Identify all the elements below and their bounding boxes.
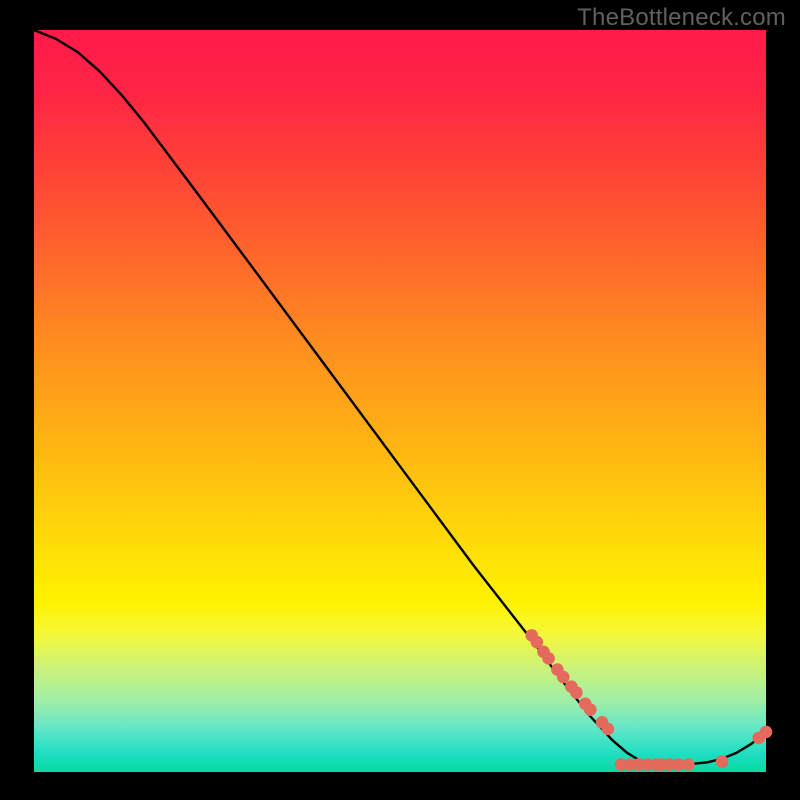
data-marker xyxy=(602,723,615,736)
data-marker xyxy=(760,726,773,739)
data-marker xyxy=(584,703,597,716)
bottleneck-chart: TheBottleneck.com xyxy=(0,0,800,800)
data-marker xyxy=(542,652,555,665)
watermark: TheBottleneck.com xyxy=(577,4,786,32)
chart-svg xyxy=(0,0,800,800)
data-marker xyxy=(716,755,729,768)
data-marker xyxy=(557,671,570,684)
data-marker xyxy=(682,758,695,771)
plot-background xyxy=(34,30,766,772)
data-marker xyxy=(570,686,583,699)
